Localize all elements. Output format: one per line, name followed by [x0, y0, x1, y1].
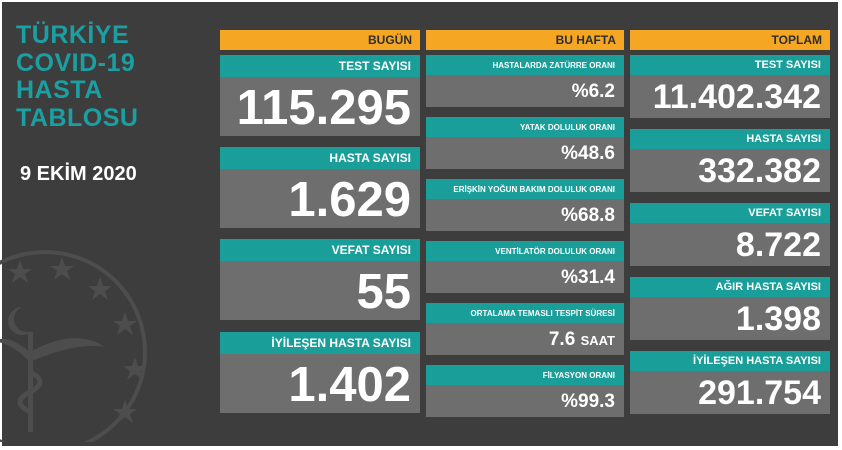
- week-contact-time-card: ORTALAMA TEMASLI TESPİT SÜRESİ 7.6 SAAT: [426, 303, 624, 355]
- card-label: HASTALARDA ZATÜRRE ORANI: [426, 55, 624, 75]
- card-label: VEFAT SAYISI: [630, 203, 830, 223]
- week-filiation-card: FİLYASYON ORANI %99.3: [426, 365, 624, 417]
- card-label: FİLYASYON ORANI: [426, 365, 624, 385]
- card-label: İYİLEŞEN HASTA SAYISI: [220, 332, 420, 354]
- card-value: 8.722: [630, 223, 830, 266]
- title-line: TÜRKİYE: [16, 21, 130, 49]
- card-value: 1.402: [220, 354, 420, 413]
- card-label: HASTA SAYISI: [630, 129, 830, 149]
- title-line: TABLOSU: [16, 103, 139, 132]
- today-cases-card: HASTA SAYISI 1.629: [220, 147, 420, 228]
- card-label: ORTALAMA TEMASLI TESPİT SÜRESİ: [426, 303, 624, 323]
- card-value: 332.382: [630, 149, 830, 192]
- column-header-week: BU HAFTA: [426, 30, 624, 50]
- total-cases-card: HASTA SAYISI 332.382: [630, 129, 830, 192]
- card-label: YATAK DOLULUK ORANI: [426, 117, 624, 137]
- week-icu-occupancy-card: ERİŞKİN YOĞUN BAKIM DOLULUK ORANI %68.8: [426, 179, 624, 231]
- week-bed-occupancy-card: YATAK DOLULUK ORANI %48.6: [426, 117, 624, 169]
- title-line: COVID-19: [16, 48, 136, 77]
- card-label: VENTİLATÖR DOLULUK ORANI: [426, 241, 624, 261]
- card-value-unit: SAAT: [580, 333, 615, 348]
- card-value: %6.2: [426, 75, 624, 107]
- card-label: ERİŞKİN YOĞUN BAKIM DOLULUK ORANI: [426, 179, 624, 199]
- week-pneumonia-card: HASTALARDA ZATÜRRE ORANI %6.2: [426, 55, 624, 107]
- report-date: 9 EKİM 2020: [20, 163, 137, 185]
- card-label: AĞIR HASTA SAYISI: [630, 277, 830, 297]
- card-value: 11.402.342: [630, 75, 830, 118]
- week-ventilator-card: VENTİLATÖR DOLULUK ORANI %31.4: [426, 241, 624, 293]
- total-recovered-card: İYİLEŞEN HASTA SAYISI 291.754: [630, 351, 830, 414]
- total-deaths-card: VEFAT SAYISI 8.722: [630, 203, 830, 266]
- card-value: 115.295: [220, 77, 420, 136]
- today-test-card: TEST SAYISI 115.295: [220, 55, 420, 136]
- card-label: TEST SAYISI: [630, 55, 830, 75]
- column-header-today: BUGÜN: [220, 30, 420, 50]
- card-value: %31.4: [426, 261, 624, 293]
- card-label: TEST SAYISI: [220, 55, 420, 77]
- total-severe-card: AĞIR HASTA SAYISI 1.398: [630, 277, 830, 340]
- title-line: HASTA: [16, 76, 103, 104]
- today-deaths-card: VEFAT SAYISI 55: [220, 239, 420, 320]
- card-label: İYİLEŞEN HASTA SAYISI: [630, 351, 830, 371]
- card-value: %68.8: [426, 199, 624, 231]
- today-recovered-card: İYİLEŞEN HASTA SAYISI 1.402: [220, 332, 420, 413]
- page-title: TÜRKİYE COVID-19 HASTA TABLOSU: [16, 21, 139, 132]
- card-value: 291.754: [630, 371, 830, 414]
- card-value: 1.629: [220, 169, 420, 228]
- card-value: %99.3: [426, 385, 624, 417]
- total-test-card: TEST SAYISI 11.402.342: [630, 55, 830, 118]
- ministry-emblem-icon: [0, 250, 147, 442]
- card-value: %48.6: [426, 137, 624, 169]
- card-value: 55: [220, 261, 420, 320]
- card-label: VEFAT SAYISI: [220, 239, 420, 261]
- card-value: 7.6 SAAT: [426, 323, 624, 355]
- card-label: HASTA SAYISI: [220, 147, 420, 169]
- card-value: 1.398: [630, 297, 830, 340]
- column-header-total: TOPLAM: [630, 30, 830, 50]
- card-value-number: 7.6: [548, 329, 576, 350]
